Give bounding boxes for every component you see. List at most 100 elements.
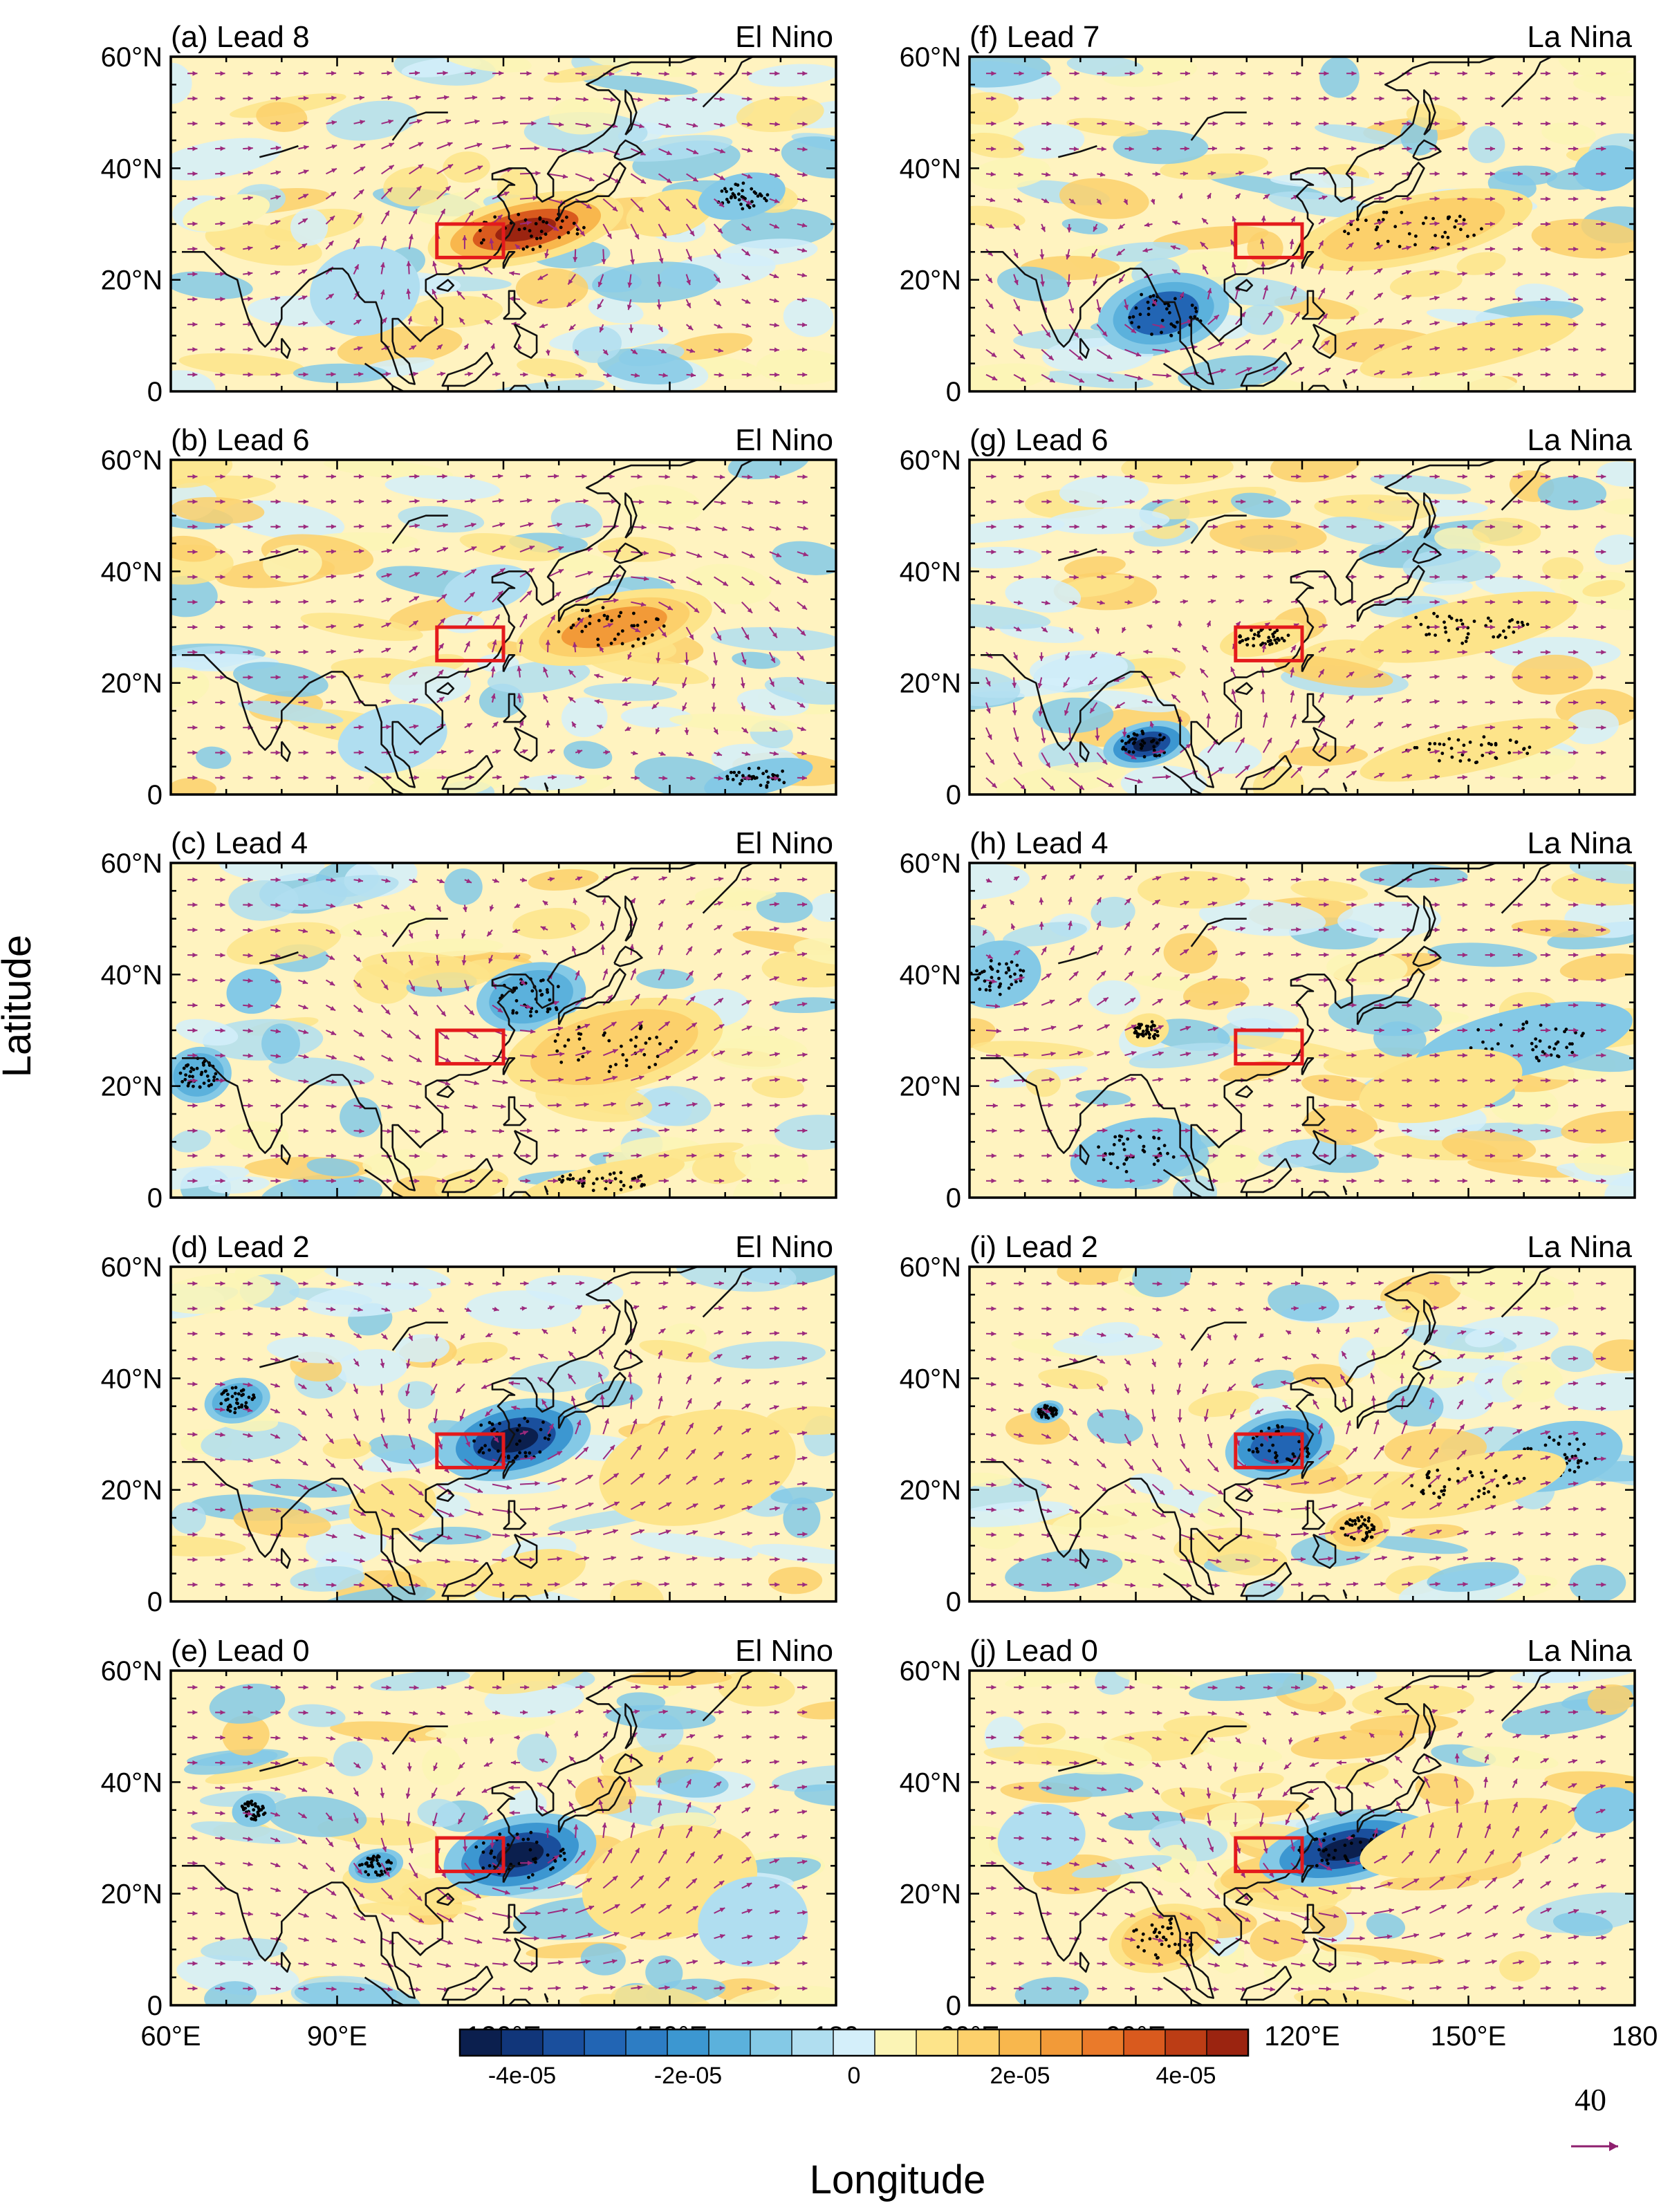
wind-vector-head [382, 931, 388, 937]
coastline [503, 290, 527, 320]
significance-dot [1162, 1144, 1167, 1148]
wind-vector-head [331, 1128, 337, 1133]
significance-dot [597, 619, 601, 622]
wind-vector-head [1546, 121, 1551, 127]
significance-dot [766, 193, 770, 197]
wind-vector-head [1351, 624, 1356, 629]
wind-vector-head [358, 371, 364, 377]
coastline [1190, 111, 1247, 141]
wind-vector-head [1295, 312, 1300, 317]
wind-vector-head [1213, 474, 1218, 479]
wind-vector-head [192, 1178, 198, 1184]
significance-dot [1156, 1034, 1160, 1038]
wind-vector-head [359, 1079, 365, 1085]
wind-vector-head [414, 71, 420, 76]
lat-tick-label: 20°N [900, 669, 961, 699]
wind-vector-head [303, 1178, 308, 1184]
wind-vector-head [302, 902, 308, 908]
coastline [508, 1191, 532, 1198]
wind-vector-head [1289, 239, 1295, 245]
significance-dot [1134, 306, 1138, 310]
wind-vector-head [611, 1102, 616, 1107]
wind-vectors [981, 874, 1606, 1184]
coastline [281, 337, 291, 359]
wind-vector-head [1462, 1178, 1467, 1184]
wind-vector-head [1019, 121, 1024, 127]
coastline [1423, 89, 1436, 136]
significance-dot [187, 1075, 192, 1078]
wind-vector-head [1462, 1028, 1467, 1033]
wind-vector-head [1434, 649, 1440, 655]
significance-dot [582, 1176, 586, 1180]
significance-dot [1508, 738, 1512, 742]
wind-vector-head [684, 660, 689, 665]
wind-vector-head [1601, 96, 1606, 101]
texture-blob [772, 541, 836, 575]
wind-vector-head [414, 523, 420, 528]
wind-vector-head [1158, 1153, 1162, 1158]
wind-vector-head [386, 775, 391, 781]
coastline [1235, 682, 1254, 696]
significance-dot [1494, 742, 1498, 745]
wind-vector-head [1546, 272, 1551, 277]
wind-vector-head [1095, 628, 1100, 634]
wind-vector-head [585, 122, 591, 128]
wind-vector-head [302, 928, 308, 933]
wind-vector-head [1170, 245, 1176, 250]
wind-vector-head [611, 1022, 617, 1027]
wind-vector-head [384, 878, 391, 883]
wind-vector-head [1546, 1178, 1551, 1184]
wind-vector-head [220, 297, 225, 302]
significance-dot [195, 1066, 199, 1070]
wind-vector-head [1407, 345, 1412, 351]
wind-vector-head [801, 297, 807, 303]
significance-dot [523, 227, 527, 230]
significance-dot [631, 644, 635, 648]
wind-vector-head [629, 944, 635, 949]
significance-dot [1133, 741, 1136, 744]
wind-vector-head [1348, 243, 1354, 248]
wind-vector-head [543, 667, 548, 673]
wind-vectors [187, 875, 808, 1184]
wind-vector-head [801, 1002, 808, 1007]
significance-dot [1438, 742, 1442, 746]
wind-vector-head [220, 499, 225, 504]
significance-dot [619, 1171, 623, 1175]
wind-vector-head [248, 1078, 253, 1084]
wind-vector-head [275, 71, 281, 76]
wind-vector-head [540, 926, 546, 931]
wind-vector-head [1156, 146, 1162, 151]
wind-vector-head [1462, 371, 1467, 377]
wind-vector-head [658, 945, 663, 951]
wind-vector-head [447, 142, 453, 147]
wind-vector-head [1244, 765, 1250, 770]
wind-vector-head [474, 187, 481, 193]
texture-blob [171, 271, 253, 299]
wind-vector-head [1184, 146, 1189, 151]
significance-dot [1443, 626, 1447, 630]
wind-vector-head [490, 343, 495, 349]
wind-vector-head [1434, 1078, 1440, 1084]
significance-dot [1282, 639, 1286, 643]
wind-vector-head [1268, 1077, 1274, 1083]
texture-blob [384, 475, 501, 500]
wind-vector-head [1046, 71, 1052, 76]
significance-dot [736, 183, 740, 187]
significance-dot [1564, 1028, 1568, 1031]
significance-dot [1516, 620, 1520, 624]
wind-vector-head [1324, 1128, 1329, 1133]
wind-vector-head [1573, 272, 1579, 277]
wind-vector-head [802, 499, 808, 505]
wind-vector-head [991, 96, 996, 101]
wind-vector-head [1407, 1103, 1412, 1108]
significance-dot [766, 781, 770, 784]
significance-dot [577, 1058, 580, 1062]
texture-blob [639, 1086, 712, 1126]
wind-vector-head [220, 775, 225, 781]
significance-dot [586, 608, 590, 613]
wind-vector-head [498, 1153, 503, 1159]
significance-dot [1384, 210, 1389, 214]
significance-dot [1481, 754, 1485, 757]
significance-dot [1442, 620, 1446, 624]
wind-vector-head [802, 347, 808, 353]
